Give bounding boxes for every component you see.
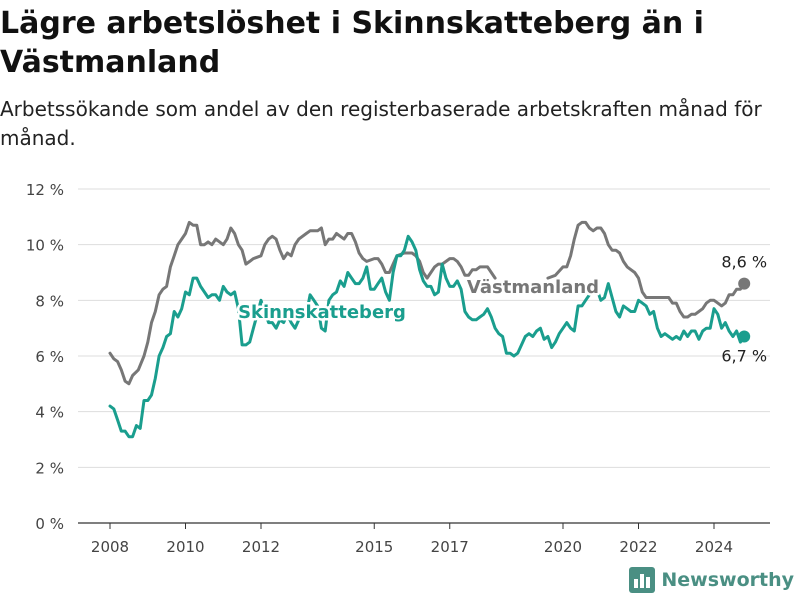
x-tick-label: 2020	[544, 538, 582, 556]
brand[interactable]: Newsworthy	[629, 566, 794, 594]
y-tick-label: 8 %	[35, 292, 64, 310]
series-line-vastmanland	[108, 220, 497, 386]
bar-chart-logo-icon	[629, 567, 656, 593]
data-label-vastmanland: 8,6 %	[721, 253, 767, 272]
series-label-skinnskatteberg: Skinnskatteberg	[238, 302, 406, 323]
x-tick-label: 2015	[355, 538, 393, 556]
x-tick-label: 2012	[242, 538, 280, 556]
y-tick-label: 12 %	[26, 181, 64, 199]
x-tick-label: 2022	[619, 538, 657, 556]
series-line-skinnskatteberg	[108, 234, 746, 439]
x-tick-label: 2008	[91, 538, 129, 556]
y-tick-label: 4 %	[35, 404, 64, 422]
x-tick-label: 2010	[166, 538, 204, 556]
x-tick-label: 2024	[695, 538, 733, 556]
y-tick-label: 0 %	[35, 515, 64, 533]
brand-name: Newsworthy	[661, 569, 794, 591]
x-tick-label: 2017	[431, 538, 469, 556]
chart-subtitle: Arbetssökande som andel av den registerb…	[0, 97, 762, 150]
y-tick-label: 10 %	[26, 237, 64, 255]
chart-title: Lägre arbetslöshet i Skinnskatteberg än …	[0, 6, 704, 80]
series-line-vastmanland	[546, 220, 746, 319]
end-point-skinnskatteberg	[738, 330, 751, 343]
y-tick-label: 2 %	[35, 459, 64, 477]
series-label-vastmanland: Västmanland	[467, 277, 599, 298]
data-label-skinnskatteberg: 6,7 %	[721, 347, 767, 366]
series-label-vastmanland-halo: Västmanland	[467, 277, 599, 298]
y-tick-label: 6 %	[35, 348, 64, 366]
series-label-skinnskatteberg-halo: Skinnskatteberg	[238, 302, 406, 323]
end-point-vastmanland	[738, 277, 751, 290]
